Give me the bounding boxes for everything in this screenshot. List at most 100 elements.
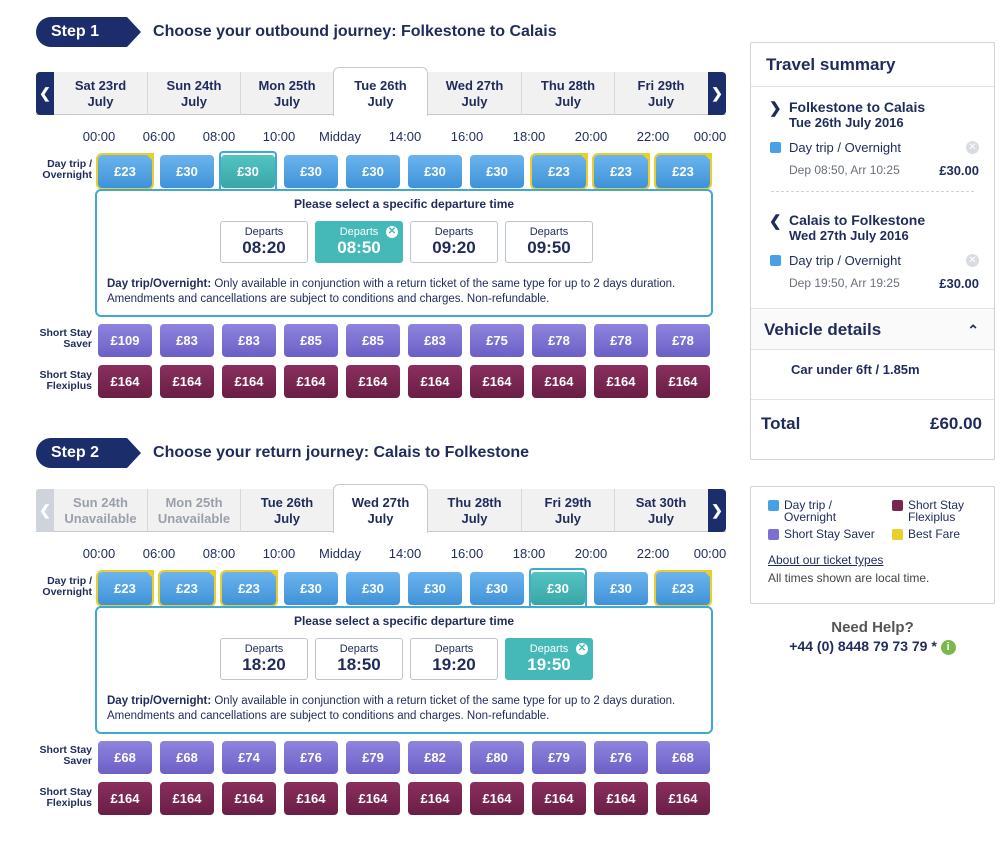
date-tab[interactable]: Fri 29th July (521, 489, 614, 532)
close-icon[interactable]: ✕ (576, 643, 588, 655)
fare-button[interactable]: £164 (470, 365, 524, 398)
leg-ticket-type: Day trip / Overnight ✕ (770, 140, 994, 155)
fare-button[interactable]: £164 (532, 782, 586, 815)
fare-button[interactable]: £23 (656, 153, 712, 188)
vehicle-details-toggle[interactable]: Vehicle details ⌃ (751, 308, 994, 350)
fare-button[interactable]: £164 (160, 782, 214, 815)
date-tab-selected[interactable]: Tue 26th July (333, 67, 428, 116)
fare-button[interactable]: £164 (222, 365, 276, 398)
fare-button[interactable]: £164 (656, 782, 710, 815)
fare-button[interactable]: £23 (98, 570, 154, 605)
date-tab[interactable]: Mon 25th July (240, 72, 333, 115)
date-tab[interactable]: Tue 26th July (240, 489, 333, 532)
fare-button[interactable]: £79 (346, 741, 400, 774)
outbound-other-fares: £109 £83 £83 £85 £85 £83 £75 £78 £78 £78… (36, 324, 726, 408)
fare-button[interactable]: £164 (346, 782, 400, 815)
fare-button[interactable]: £76 (284, 741, 338, 774)
fare-button[interactable]: £164 (160, 365, 214, 398)
fare-button-selected[interactable]: £30 (531, 572, 585, 605)
fare-button[interactable]: £83 (160, 324, 214, 357)
date-tab-unavailable: Sun 24th Unavailable (64, 495, 137, 526)
fare-button[interactable]: £30 (346, 572, 400, 605)
fare-button[interactable]: £68 (98, 741, 152, 774)
fare-button[interactable]: £23 (532, 153, 588, 188)
fare-button[interactable]: £23 (160, 570, 216, 605)
fare-button[interactable]: £23 (594, 153, 650, 188)
fare-button[interactable]: £30 (284, 155, 338, 188)
fare-button[interactable]: £78 (656, 324, 710, 357)
ticket-types-link[interactable]: About our ticket types (768, 553, 884, 567)
fare-button[interactable]: £164 (408, 365, 462, 398)
legend-day-trip: Day trip / Overnight (768, 499, 878, 523)
fare-button-selected[interactable]: £30 (221, 155, 275, 188)
fare-button[interactable]: £164 (532, 365, 586, 398)
legend-grid: Day trip / Overnight Short Stay Flexiplu… (768, 499, 979, 547)
fare-button[interactable]: £164 (594, 365, 648, 398)
fare-button[interactable]: £30 (408, 572, 462, 605)
fare-button[interactable]: £80 (470, 741, 524, 774)
fare-button[interactable]: £30 (470, 572, 524, 605)
prev-dates-button[interactable]: ❮ (36, 489, 54, 532)
fare-button[interactable]: £109 (98, 324, 152, 357)
fare-button[interactable]: £164 (470, 782, 524, 815)
fare-button[interactable]: £23 (656, 570, 712, 605)
fare-button[interactable]: £79 (532, 741, 586, 774)
fare-button[interactable]: £164 (284, 365, 338, 398)
departure-time-button[interactable]: Departs 18:50 (315, 638, 403, 680)
fare-button[interactable]: £30 (594, 572, 648, 605)
fare-button[interactable]: £68 (656, 741, 710, 774)
fare-button[interactable]: £83 (408, 324, 462, 357)
date-tab[interactable]: Thu 28th July (447, 495, 502, 526)
fare-button[interactable]: £164 (284, 782, 338, 815)
departure-time-button[interactable]: Departs 18:20 (220, 638, 308, 680)
date-tab[interactable]: Sat 23rd July (74, 78, 127, 109)
fare-button[interactable]: £30 (284, 572, 338, 605)
date-tab[interactable]: Thu 28th July (521, 72, 614, 115)
remove-icon[interactable]: ✕ (966, 254, 979, 267)
date-tab[interactable]: Wed 27th July (445, 78, 504, 109)
fare-button[interactable]: £76 (594, 741, 648, 774)
day-trip-label: Day trip / Overnight (42, 575, 92, 598)
fare-button[interactable]: £164 (408, 782, 462, 815)
fare-button[interactable]: £85 (346, 324, 400, 357)
fare-button[interactable]: £164 (98, 782, 152, 815)
fare-button[interactable]: £30 (160, 155, 214, 188)
time-axis: 00:00 06:00 08:00 10:00 Midday 14:00 16:… (82, 129, 727, 144)
fare-button[interactable]: £85 (284, 324, 338, 357)
info-icon[interactable]: i (940, 640, 956, 655)
fare-button[interactable]: £82 (408, 741, 462, 774)
remove-icon[interactable]: ✕ (966, 141, 979, 154)
next-dates-button[interactable]: ❯ (708, 489, 726, 532)
fare-button[interactable]: £164 (594, 782, 648, 815)
date-tab[interactable]: Fri 29th July (614, 72, 707, 115)
fare-button[interactable]: £83 (222, 324, 276, 357)
departure-time-button[interactable]: Departs 19:20 (410, 638, 498, 680)
fare-button[interactable]: £78 (594, 324, 648, 357)
fare-button[interactable]: £23 (222, 570, 278, 605)
outbound-fare-block: Day trip / Overnight £23 £30 £30 £30 £30… (36, 151, 726, 351)
date-tab-selected[interactable]: Wed 27th July (333, 484, 428, 533)
fare-button[interactable]: £164 (346, 365, 400, 398)
fare-button[interactable]: £164 (222, 782, 276, 815)
fare-button[interactable]: £23 (98, 153, 154, 188)
saver-label: Short Stay Saver (39, 744, 92, 767)
fare-button[interactable]: £78 (532, 324, 586, 357)
fare-button[interactable]: £68 (160, 741, 214, 774)
fare-button[interactable]: £164 (98, 365, 152, 398)
fare-button[interactable]: £30 (408, 155, 462, 188)
departure-time-button[interactable]: Departs 09:50 (505, 221, 593, 263)
fare-button[interactable]: £164 (656, 365, 710, 398)
date-tab[interactable]: Sat 30th July (614, 489, 707, 532)
departure-time-button-selected[interactable]: ✕ Departs 08:50 (315, 221, 403, 263)
date-tab[interactable]: Sun 24th July (147, 72, 240, 115)
departure-time-button[interactable]: Departs 09:20 (410, 221, 498, 263)
fare-button[interactable]: £30 (470, 155, 524, 188)
close-icon[interactable]: ✕ (386, 226, 398, 238)
departure-time-button[interactable]: Departs 08:20 (220, 221, 308, 263)
next-dates-button[interactable]: ❯ (708, 72, 726, 115)
fare-button[interactable]: £30 (346, 155, 400, 188)
departure-time-button-selected[interactable]: ✕ Departs 19:50 (505, 638, 593, 680)
prev-dates-button[interactable]: ❮ (36, 72, 54, 115)
fare-button[interactable]: £74 (222, 741, 276, 774)
fare-button[interactable]: £75 (470, 324, 524, 357)
